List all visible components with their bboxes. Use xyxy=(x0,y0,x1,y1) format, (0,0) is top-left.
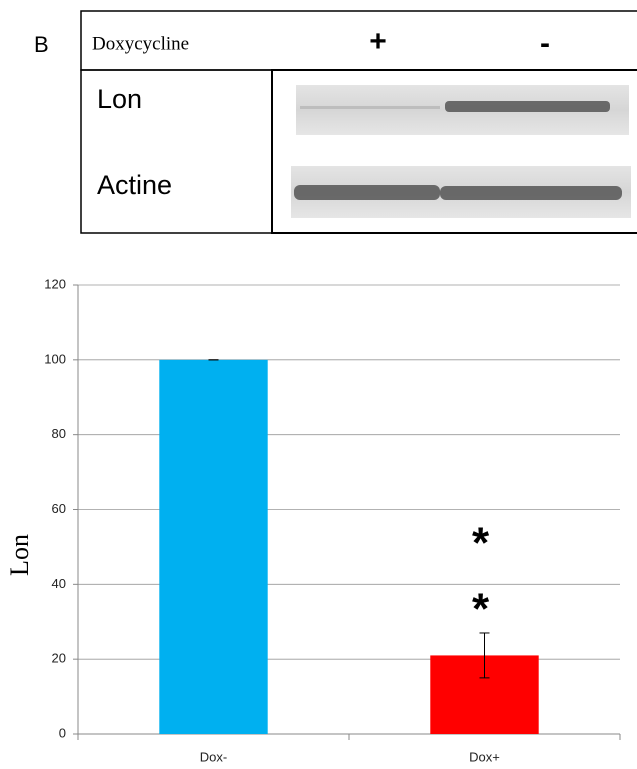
x-tick-label: Dox+ xyxy=(469,749,500,764)
blot-band xyxy=(300,106,440,109)
blot-band xyxy=(294,185,440,200)
y-tick-label: 60 xyxy=(52,501,66,516)
panel-label: B xyxy=(34,32,49,57)
blot-condition: + xyxy=(369,25,387,58)
blot-row-label: Actine xyxy=(97,170,172,200)
blot-header: Doxycycline xyxy=(92,33,189,54)
blot-band xyxy=(440,186,622,200)
significance-mark: * xyxy=(472,585,490,634)
y-tick-label: 120 xyxy=(44,276,66,291)
y-tick-label: 100 xyxy=(44,351,66,366)
error-bar xyxy=(479,632,490,679)
y-tick-label: 0 xyxy=(59,725,66,740)
y-axis-label: Lon xyxy=(5,534,34,576)
chart: Lon 0 20 40 60 80 100 120 Dox- Dox+ * * xyxy=(5,276,621,764)
x-tick-label: Dox- xyxy=(200,749,227,764)
blot-condition: - xyxy=(540,27,550,60)
y-tick-label: 80 xyxy=(52,426,66,441)
blot-row-label: Lon xyxy=(97,84,142,114)
blot-band xyxy=(445,101,610,112)
y-tick-label: 40 xyxy=(52,576,66,591)
significance-mark: * xyxy=(472,519,490,568)
blot-image-box xyxy=(271,69,637,234)
bar xyxy=(159,359,268,734)
y-tick-label: 20 xyxy=(52,651,66,666)
